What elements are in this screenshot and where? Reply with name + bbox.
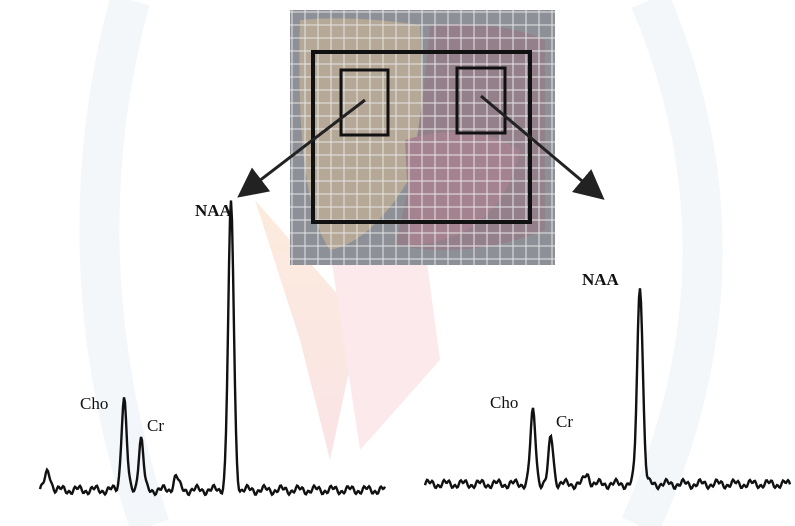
peak-label: Cr	[556, 412, 573, 431]
spectrum	[425, 288, 790, 489]
peak-label: NAA	[195, 201, 233, 220]
peak-label: NAA	[582, 270, 620, 289]
peak-label: Cho	[80, 394, 108, 413]
peak-label: Cr	[147, 416, 164, 435]
figure: NAA Cho Cr NAA Cho Cr	[0, 0, 795, 526]
peak-label: Cho	[490, 393, 518, 412]
brain-image	[290, 10, 555, 265]
